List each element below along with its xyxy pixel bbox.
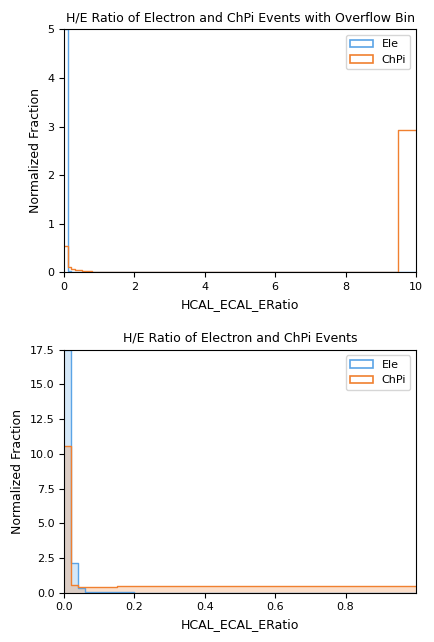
X-axis label: HCAL_ECAL_ERatio: HCAL_ECAL_ERatio [181, 298, 299, 311]
Title: H/E Ratio of Electron and ChPi Events with Overflow Bin: H/E Ratio of Electron and ChPi Events wi… [66, 11, 414, 24]
Y-axis label: Normalized Fraction: Normalized Fraction [29, 89, 42, 213]
Y-axis label: Normalized Fraction: Normalized Fraction [11, 409, 24, 534]
X-axis label: HCAL_ECAL_ERatio: HCAL_ECAL_ERatio [181, 618, 299, 631]
Title: H/E Ratio of Electron and ChPi Events: H/E Ratio of Electron and ChPi Events [123, 331, 357, 344]
Legend: Ele, ChPi: Ele, ChPi [346, 35, 410, 69]
Legend: Ele, ChPi: Ele, ChPi [346, 355, 410, 390]
